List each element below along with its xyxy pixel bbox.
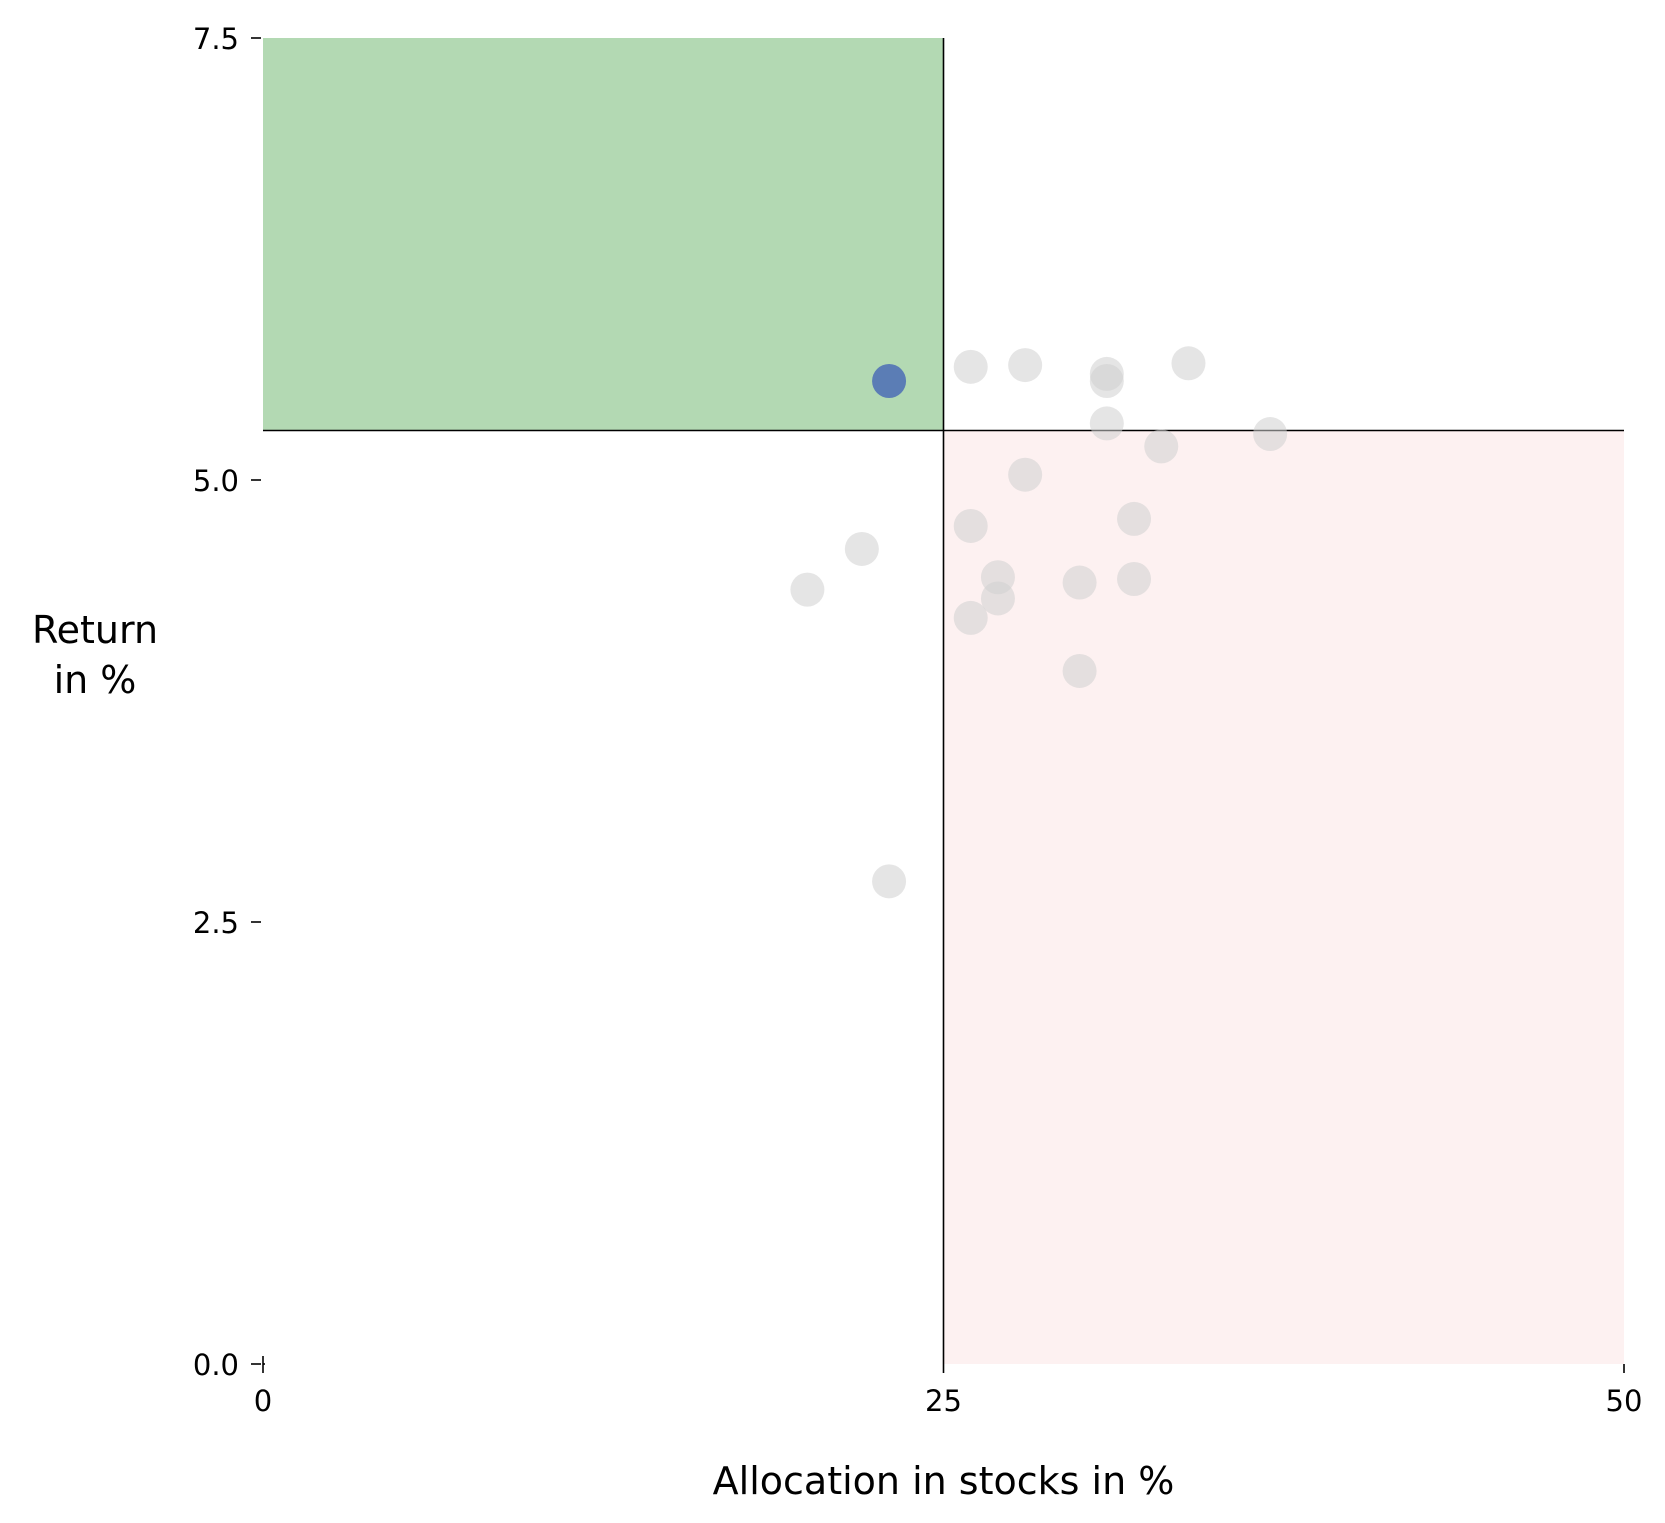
other-point xyxy=(790,572,825,607)
x-ticks: 0 25 50 xyxy=(254,1364,1643,1418)
other-point xyxy=(1089,406,1124,441)
better-region xyxy=(263,38,944,431)
other-point xyxy=(1089,363,1124,398)
y-tick-label: 5.0 xyxy=(193,464,239,498)
other-points xyxy=(790,346,1288,899)
other-point xyxy=(1144,429,1179,464)
x-axis-title: Allocation in stocks in % xyxy=(713,1459,1175,1503)
highlight-points xyxy=(872,363,907,398)
other-point xyxy=(953,508,988,543)
reference-lines xyxy=(263,38,1624,1364)
other-point xyxy=(953,600,988,635)
other-point xyxy=(1253,417,1288,452)
other-point xyxy=(980,581,1015,616)
y-tick-label: 0.0 xyxy=(193,1348,239,1382)
worse-region xyxy=(943,430,1624,1365)
y-axis-title: Return in % xyxy=(32,608,158,702)
y-axis-title-line: Return xyxy=(32,608,158,652)
y-ticks: 0.0 2.5 5.0 7.5 xyxy=(193,22,261,1382)
regions xyxy=(263,38,1624,1365)
x-tick-label: 25 xyxy=(925,1384,962,1418)
x-tick-label: 50 xyxy=(1606,1384,1643,1418)
axes xyxy=(262,1356,265,1365)
other-point xyxy=(1008,348,1043,383)
other-point xyxy=(1117,501,1152,536)
other-point xyxy=(1062,653,1097,688)
other-point xyxy=(1117,562,1152,597)
highlight-point xyxy=(872,363,907,398)
other-point xyxy=(1171,346,1206,381)
other-point xyxy=(1062,565,1097,600)
other-point xyxy=(872,864,907,899)
x-tick-label: 0 xyxy=(254,1384,272,1418)
other-point xyxy=(844,531,879,566)
y-axis-title-line: in % xyxy=(54,658,137,702)
y-tick-label: 7.5 xyxy=(193,22,239,56)
y-tick-label: 2.5 xyxy=(193,906,239,940)
other-point xyxy=(1008,457,1043,492)
other-point xyxy=(953,349,988,384)
